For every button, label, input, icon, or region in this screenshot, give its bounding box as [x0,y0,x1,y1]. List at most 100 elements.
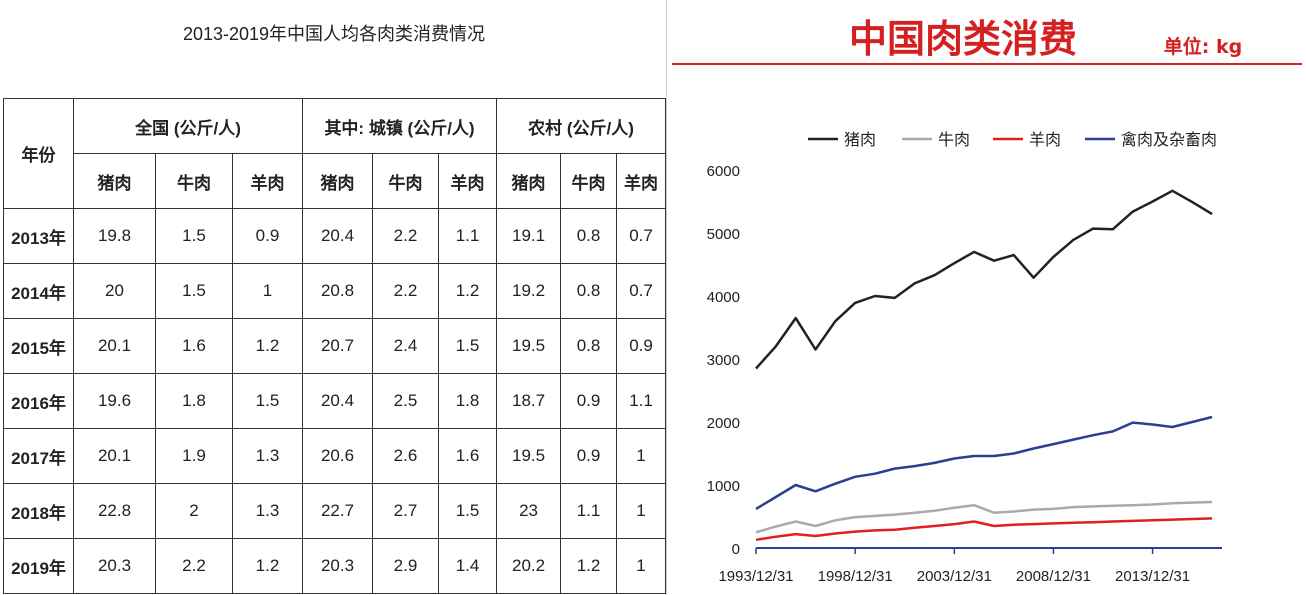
subheader-6: 猪肉 [496,153,562,209]
table-cell: 1.8 [437,373,498,429]
subheader-4: 牛肉 [372,153,439,209]
chart-title: 中国肉类消费 [849,16,1077,61]
x-tick-label: 2013/12/31 [1115,568,1190,585]
y-tick-label: 5000 [707,226,740,243]
y-tick-label: 1000 [707,478,740,495]
table-cell: 1.1 [437,208,498,264]
series-line-1 [755,500,1213,534]
table-cell: 20.8 [302,263,373,319]
x-tick-label: 2003/12/31 [917,568,992,585]
table-cell: 19.1 [496,208,562,264]
table-cell: 23 [496,483,562,539]
table-cell: 1 [616,483,667,539]
group-header-urban: 其中: 城镇 (公斤/人) [301,98,498,154]
y-tick-label: 4000 [707,289,740,306]
y-tick-label: 6000 [707,163,740,180]
table-cell: 20.7 [302,318,373,374]
legend-label-2: 羊肉 [1029,130,1061,149]
table-cell: 1 [232,263,303,319]
table-cell: 1.3 [232,483,303,539]
table-cell: 2.5 [372,373,439,429]
table-cell: 1.2 [232,318,303,374]
table-cell: 20 [73,263,156,319]
table-cell: 2.2 [155,538,233,594]
table-row: 2017年 20.1 1.9 1.3 20.6 2.6 1.6 19.5 0.9 1 [3,428,667,484]
table-row: 2014年 20 1.5 1 20.8 2.2 1.2 19.2 0.8 0.7 [3,263,667,319]
subheader-8: 羊肉 [616,153,667,209]
table-cell: 2.7 [372,483,439,539]
x-axis: 1993/12/31 1998/12/31 2003/12/31 2008/12/31… [718,547,1222,585]
table-cell: 20.2 [496,538,562,594]
table-cell: 20.1 [73,428,156,484]
table-cell: 1.8 [155,373,233,429]
row-year: 2016年 [3,373,74,429]
table-cell: 19.5 [496,428,562,484]
subheader-2: 羊肉 [232,153,303,209]
year-header: 年份 [3,98,74,209]
meat-consumption-table: 年份 全国 (公斤/人) 其中: 城镇 (公斤/人) 农村 (公斤/人) 猪肉牛… [3,98,667,594]
table-cell: 0.8 [560,318,618,374]
table-cell: 0.7 [616,208,667,264]
table-cell: 0.8 [560,208,618,264]
table-cell: 1.5 [232,373,303,429]
table-cell: 22.8 [73,483,156,539]
table-cell: 1.1 [616,373,667,429]
x-tick-label: 1993/12/31 [718,568,793,585]
table-cell: 1 [616,428,667,484]
table-cell: 1.9 [155,428,233,484]
table-row: 2016年 19.6 1.8 1.5 20.4 2.5 1.8 18.7 0.9 1.1 [3,373,667,429]
legend-label-0: 猪肉 [844,130,876,149]
subheader-7: 牛肉 [560,153,618,209]
table-cell: 19.5 [496,318,562,374]
plot-lines [755,189,1213,542]
table-cell: 2.9 [372,538,439,594]
y-tick-label: 0 [732,541,740,558]
table-row: 2015年 20.1 1.6 1.2 20.7 2.4 1.5 19.5 0.8 0.9 [3,318,667,374]
table-row: 2013年 19.8 1.5 0.9 20.4 2.2 1.1 19.1 0.8 0.7 [3,208,667,264]
legend-label-3: 禽肉及杂畜肉 [1121,130,1217,149]
table-cell: 20.4 [302,208,373,264]
subheader-0: 猪肉 [73,153,156,209]
table-cell: 1.2 [560,538,618,594]
series-line-0 [755,189,1213,370]
row-year: 2019年 [3,538,74,594]
row-year: 2015年 [3,318,74,374]
table-cell: 2.2 [372,263,439,319]
legend-label-1: 牛肉 [938,130,970,149]
x-tick-label: 2008/12/31 [1016,568,1091,585]
table-cell: 20.1 [73,318,156,374]
table-cell: 1.2 [232,538,303,594]
table-cell: 20.4 [302,373,373,429]
table-cell: 1 [616,538,667,594]
table-cell: 0.9 [232,208,303,264]
table-cell: 19.8 [73,208,156,264]
table-cell: 1.1 [560,483,618,539]
table-row: 2019年 20.3 2.2 1.2 20.3 2.9 1.4 20.2 1.2 1 [3,538,667,594]
table-cell: 20.6 [302,428,373,484]
x-tick-label: 1998/12/31 [818,568,893,585]
table-cell: 0.9 [616,318,667,374]
chart-panel: 中国肉类消费 单位: kg 猪肉 牛肉 羊肉 禽肉及杂畜肉 0 1000 2000 3000… [670,0,1306,595]
table-title: 2013-2019年中国人均各肉类消费情况 [182,24,486,44]
legend: 猪肉 牛肉 羊肉 禽肉及杂畜肉 [808,130,1217,149]
table-cell: 1.5 [155,208,233,264]
table-cell: 0.7 [616,263,667,319]
row-year: 2013年 [3,208,74,264]
table-cell: 19.6 [73,373,156,429]
series-line-2 [755,517,1213,542]
table-cell: 20.3 [302,538,373,594]
table-cell: 18.7 [496,373,562,429]
row-year: 2014年 [3,263,74,319]
group-header-national: 全国 (公斤/人) [73,98,303,154]
table-cell: 2.6 [372,428,439,484]
row-year: 2018年 [3,483,74,539]
table-cell: 0.9 [560,373,618,429]
panel-divider [666,0,667,595]
table-cell: 1.5 [437,318,498,374]
series-line-3 [755,415,1213,510]
y-tick-label: 2000 [707,415,740,432]
table-cell: 20.3 [73,538,156,594]
subheader-5: 羊肉 [437,153,498,209]
subheader-3: 猪肉 [302,153,373,209]
table-cell: 0.9 [560,428,618,484]
